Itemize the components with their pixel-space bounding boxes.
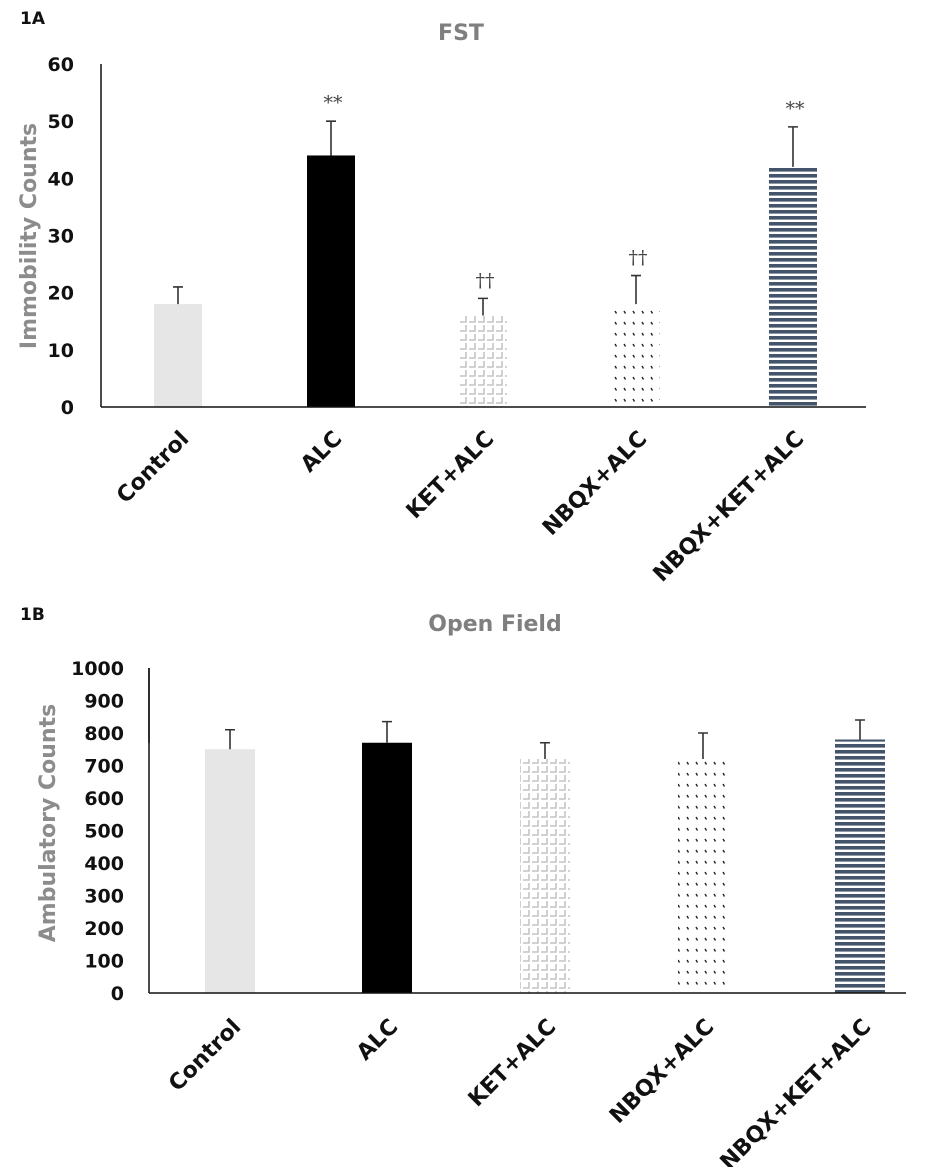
error-bar-nbqx-alc xyxy=(631,274,641,305)
y-tick-label: 500 xyxy=(84,821,124,843)
y-tick-label: 0 xyxy=(111,983,124,1005)
significance-marker-nbqx-alc: †† xyxy=(629,247,648,269)
bar-alc xyxy=(362,742,412,993)
error-bar-alc xyxy=(326,120,336,156)
bar-nbqx-ket-alc xyxy=(835,739,885,993)
x-tick-label-nbqx-alc: NBQX+ALC xyxy=(605,1015,719,1129)
y-tick-label: 1000 xyxy=(71,658,124,680)
y-tick-label: 0 xyxy=(61,397,74,419)
bar-control xyxy=(205,749,255,993)
chart-title-fst: FST xyxy=(438,21,484,46)
x-tick-label-control: Control xyxy=(164,1015,246,1097)
x-tick-label-nbqx-alc: NBQX+ALC xyxy=(538,427,652,541)
y-tick-label: 900 xyxy=(84,691,124,713)
error-bar-nbqx-ket-alc xyxy=(788,126,798,167)
y-tick-label: 600 xyxy=(84,788,124,810)
y-tick-label: 400 xyxy=(84,853,124,875)
bar-control xyxy=(154,304,202,407)
y-ticks-a: 0 10 20 30 40 50 60 xyxy=(48,54,74,419)
significance-marker-nbqx-ket-alc: ** xyxy=(786,98,806,120)
bars-b xyxy=(205,719,885,993)
significance-marker-alc: ** xyxy=(324,92,344,114)
y-tick-label: 10 xyxy=(48,340,74,362)
bar-alc xyxy=(307,155,355,407)
bar-nbqx-alc xyxy=(678,759,728,993)
significance-marker-ket-alc: †† xyxy=(476,269,495,291)
y-axis-label-ambulatory: Ambulatory Counts xyxy=(36,704,61,942)
error-bar-nbqx-alc xyxy=(698,732,708,759)
chart-title-open-field: Open Field xyxy=(428,612,561,637)
y-tick-label: 700 xyxy=(84,756,124,778)
y-tick-label: 200 xyxy=(84,918,124,940)
y-tick-label: 30 xyxy=(48,226,74,248)
y-tick-label: 20 xyxy=(48,283,74,305)
error-bar-ket-alc xyxy=(478,297,488,316)
bar-ket-alc xyxy=(459,315,507,407)
error-bar-nbqx-ket-alc xyxy=(855,719,865,740)
x-tick-label-control: Control xyxy=(112,427,194,509)
x-tick-label-nbqx-ket-alc: NBQX+KET+ALC xyxy=(649,427,810,588)
error-bar-control xyxy=(225,728,235,750)
y-tick-label: 40 xyxy=(48,168,74,190)
y-tick-label: 800 xyxy=(84,723,124,745)
error-bar-control xyxy=(173,286,183,305)
x-tick-label-ket-alc: KET+ALC xyxy=(402,427,499,524)
x-tick-label-alc: ALC xyxy=(296,427,347,478)
y-tick-label: 100 xyxy=(84,951,124,973)
bar-nbqx-alc xyxy=(612,304,660,407)
panel-label-b: 1B xyxy=(20,605,45,625)
error-bar-alc xyxy=(382,720,392,743)
open-field-panel: 1B Open Field Ambulatory Counts 0 100 200 3… xyxy=(20,605,906,1167)
x-tick-label-ket-alc: KET+ALC xyxy=(464,1015,561,1112)
y-tick-label: 300 xyxy=(84,886,124,908)
y-tick-label: 60 xyxy=(48,54,74,76)
bar-ket-alc xyxy=(520,759,570,993)
y-tick-label: 50 xyxy=(48,111,74,133)
x-tick-label-nbqx-ket-alc: NBQX+KET+ALC xyxy=(716,1015,877,1167)
bar-nbqx-ket-alc xyxy=(769,166,817,407)
x-tick-label-alc: ALC xyxy=(352,1015,403,1066)
bars-a: ** †† †† ** xyxy=(154,92,817,407)
y-axis-label-immobility: Immobility Counts xyxy=(17,123,42,349)
y-ticks-b: 0 100 200 300 400 500 600 700 800 900 1000 xyxy=(71,658,124,1005)
error-bar-ket-alc xyxy=(540,741,550,759)
fst-panel: 1A FST Immobility Counts 0 10 20 30 40 50 60 *… xyxy=(17,9,866,587)
panel-label-a: 1A xyxy=(20,9,46,29)
